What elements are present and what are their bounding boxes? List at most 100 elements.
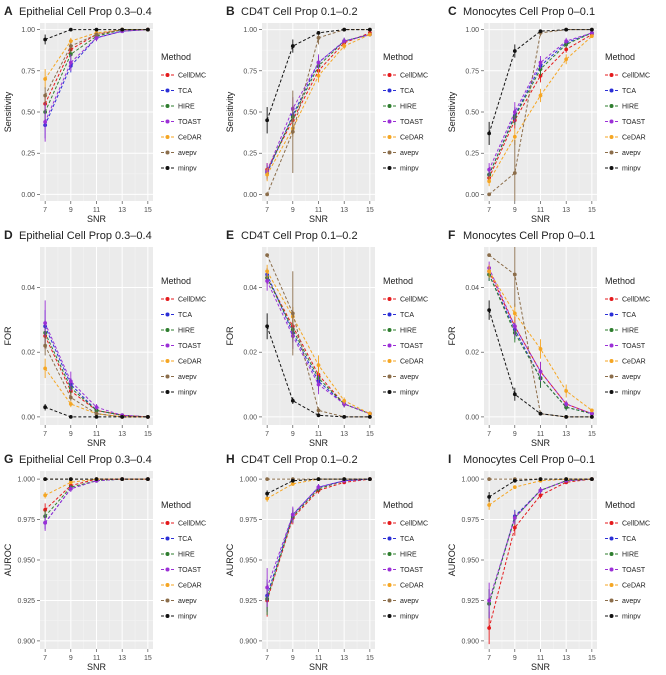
data-point-minpv bbox=[589, 415, 594, 419]
data-point-cedar bbox=[589, 408, 594, 413]
x-tick-label: 15 bbox=[144, 655, 152, 662]
series-layer bbox=[43, 477, 150, 531]
data-point-minpv bbox=[367, 477, 372, 481]
legend-key-point-cedar bbox=[609, 583, 614, 587]
legend-key-point-tca bbox=[387, 536, 392, 541]
legend-key-point-tca bbox=[387, 312, 392, 317]
data-point-minpv bbox=[120, 477, 125, 481]
data-point-minpv bbox=[367, 27, 372, 32]
data-point-minpv bbox=[68, 27, 73, 32]
legend-key-point-avepv bbox=[387, 374, 392, 379]
legend-key-point-hire bbox=[609, 328, 614, 332]
data-point-minpv bbox=[290, 44, 295, 48]
data-point-toast bbox=[316, 485, 321, 490]
data-point-minpv bbox=[145, 477, 150, 481]
x-tick-label: 7 bbox=[43, 207, 47, 214]
y-tick-label: 0.02 bbox=[243, 350, 257, 357]
data-point-celldmc bbox=[538, 493, 543, 498]
y-tick-label: 0.25 bbox=[21, 151, 35, 158]
panel-d: D Epithelial Cell Prop 0.3–0.4 0.00 0.02 0.0… bbox=[3, 228, 206, 448]
x-tick-label: 7 bbox=[487, 207, 491, 214]
legend-label-celldmc: CellDMC bbox=[178, 521, 206, 528]
panel-title: Epithelial Cell Prop 0.3–0.4 bbox=[19, 6, 152, 18]
legend-key-point-tca bbox=[165, 536, 170, 541]
data-point-avepv bbox=[265, 253, 270, 257]
legend-key-point-minpv bbox=[387, 614, 392, 618]
x-tick-label: 13 bbox=[562, 655, 570, 662]
legend-label-toast: TOAST bbox=[622, 343, 646, 350]
legend-label-toast: TOAST bbox=[400, 567, 424, 574]
panel-g: G Epithelial Cell Prop 0.3–0.4 0.900 0.925 0… bbox=[3, 452, 206, 672]
x-tick-label: 11 bbox=[537, 655, 544, 662]
data-point-minpv bbox=[589, 27, 594, 32]
x-tick-label: 7 bbox=[43, 431, 47, 438]
data-point-minpv bbox=[290, 398, 295, 403]
legend-label-cedar: CeDAR bbox=[400, 359, 424, 366]
x-tick-label: 13 bbox=[118, 207, 126, 214]
panel-c: C Monocytes Cell Prop 0–0.1 0.00 0.25 0.50 0.… bbox=[447, 4, 650, 224]
panel-f: F Monocytes Cell Prop 0–0.1 0.00 0.02 0.04 7 9… bbox=[447, 228, 650, 448]
x-tick-label: 7 bbox=[487, 431, 491, 438]
x-tick-label: 13 bbox=[340, 207, 348, 214]
data-point-minpv bbox=[265, 118, 270, 123]
y-tick-label: 1.00 bbox=[21, 27, 35, 34]
x-tick-label: 15 bbox=[588, 431, 596, 438]
series-line-toast bbox=[488, 478, 592, 601]
legend-key-point-toast bbox=[387, 567, 392, 572]
legend-key-point-cedar bbox=[387, 135, 392, 139]
x-axis-title: SNR bbox=[87, 438, 107, 448]
legend-title: Method bbox=[605, 500, 635, 510]
data-point-minpv bbox=[538, 477, 543, 481]
series-layer bbox=[265, 253, 372, 419]
x-tick-label: 7 bbox=[265, 431, 269, 438]
data-point-toast bbox=[290, 512, 295, 517]
data-point-avepv bbox=[265, 192, 270, 197]
panel-i: I Monocytes Cell Prop 0–0.1 0.900 0.925 0.95… bbox=[447, 452, 650, 672]
legend-label-avepv: avepv bbox=[622, 598, 641, 605]
legend-label-minpv: minpv bbox=[400, 614, 419, 621]
y-tick-label: 0.02 bbox=[465, 350, 479, 357]
legend-label-avepv: avepv bbox=[400, 374, 419, 381]
data-point-cedar bbox=[290, 482, 295, 486]
x-tick-label: 7 bbox=[265, 655, 269, 662]
data-point-avepv bbox=[487, 192, 492, 197]
legend-label-cedar: CeDAR bbox=[178, 359, 202, 366]
series-line-toast bbox=[488, 32, 593, 170]
legend-key-point-cedar bbox=[387, 359, 392, 363]
legend-title: Method bbox=[383, 276, 413, 286]
legend-label-cedar: CeDAR bbox=[178, 135, 202, 142]
data-point-minpv bbox=[589, 477, 594, 481]
legend: Method CellDMC TCA HIRE TOAST CeDAR avepv minpv bbox=[161, 52, 206, 173]
data-point-hire bbox=[564, 405, 569, 410]
legend-label-toast: TOAST bbox=[178, 119, 202, 126]
y-tick-label: 0.00 bbox=[243, 192, 257, 199]
y-tick-label: 0.950 bbox=[17, 558, 35, 565]
data-point-minpv bbox=[564, 477, 569, 481]
legend-label-tca: TCA bbox=[178, 312, 192, 319]
legend-title: Method bbox=[161, 276, 191, 286]
data-point-minpv bbox=[94, 415, 99, 419]
data-point-cedar bbox=[43, 77, 48, 81]
x-tick-label: 13 bbox=[118, 431, 126, 438]
legend-key-point-minpv bbox=[609, 614, 614, 618]
legend-key-point-hire bbox=[165, 104, 170, 108]
x-tick-label: 11 bbox=[93, 431, 100, 438]
data-point-avepv bbox=[265, 477, 270, 481]
legend-key-point-cedar bbox=[609, 359, 614, 363]
data-point-toast bbox=[316, 60, 321, 65]
data-point-toast bbox=[589, 411, 594, 416]
data-point-minpv bbox=[94, 27, 99, 32]
legend-key-point-tca bbox=[609, 312, 614, 317]
data-point-minpv bbox=[512, 478, 517, 483]
data-point-toast bbox=[94, 405, 99, 410]
data-point-avepv bbox=[487, 253, 492, 257]
data-point-toast bbox=[487, 167, 492, 172]
x-tick-label: 15 bbox=[144, 431, 152, 438]
data-point-cedar bbox=[487, 269, 492, 274]
y-tick-label: 1.000 bbox=[239, 477, 257, 484]
y-tick-label: 0.04 bbox=[465, 285, 479, 292]
x-tick-label: 7 bbox=[487, 655, 491, 662]
data-point-minpv bbox=[342, 27, 347, 32]
series-layer bbox=[487, 27, 594, 201]
data-point-cedar bbox=[487, 179, 492, 184]
